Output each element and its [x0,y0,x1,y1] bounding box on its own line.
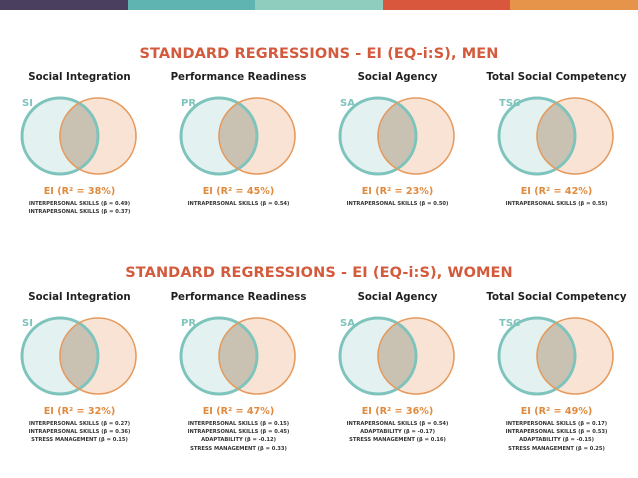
venn-diagram: TSC [497,316,614,396]
outcome-abbreviation: PR [181,98,196,109]
venn-diagram: SI [20,316,137,396]
social-outcome-circle [179,316,259,396]
ei-r-squared-label: EI (R² = 38%) [43,186,116,197]
ei-circle [536,97,614,175]
overlap-region [219,98,257,174]
outcome-abbreviation: SI [22,98,33,109]
predictor-item: INTRAPERSONAL SKILLS (β = 0.55) [505,201,608,207]
outcome-abbreviation: SI [22,318,33,329]
ei-circle [536,317,614,395]
panel-title: Performance Readiness [170,72,307,83]
ei-circle [59,317,137,395]
predictor-item: ADAPTABILITY (β = -0.12) [201,437,276,444]
predictor-item: INTRAPERSONAL SKILLS (β = 0.50) [346,201,449,207]
ei-r-squared-label: EI (R² = 49%) [520,406,593,417]
venn-diagram: SA [338,96,455,176]
topbar-segment-4 [382,0,511,10]
venn-diagram: SA [338,316,455,396]
venn-panel-sa-men: Social Agency SA EI (R² = 23%) INTRAPERSONA… [318,72,477,252]
predictor-list: INTERPERSONAL SKILLS (β = 0.27) INTRAPERS… [0,420,159,445]
topbar-segment-2 [127,0,256,10]
ei-r-squared-label: EI (R² = 32%) [43,406,116,417]
ei-circle [218,317,296,395]
predictor-item: INTRAPERSONAL SKILLS (β = 0.53) [505,429,608,436]
panel-title: Social Integration [28,292,131,303]
overlap-region [60,98,98,174]
panel-title: Social Agency [357,292,438,303]
outcome-abbreviation: PR [181,318,196,329]
predictor-item: INTRAPERSONAL SKILLS (β = 0.54) [346,421,449,427]
venn-panel-si-men: Social Integration SI EI (R² = 38%) INTERPE… [0,72,159,252]
overlap-region [378,318,416,394]
ei-r-squared-label: EI (R² = 36%) [361,406,434,417]
overlap-region [219,318,257,394]
venn-diagram: PR [179,96,296,176]
venn-panel-tsc-men: Total Social Competency TSC EI (R² = 42%) I… [477,72,636,252]
outcome-abbreviation: SA [340,98,355,109]
overlap-region [60,318,98,394]
ei-r-squared-label: EI (R² = 23%) [361,186,434,197]
venn-diagram: PR [179,316,296,396]
ei-r-squared-label: EI (R² = 47%) [202,406,275,417]
ei-circle [218,97,296,175]
predictor-item: ADAPTABILITY (β = -0.15) [519,437,594,444]
predictor-item: INTRAPERSONAL SKILLS (β = 0.54) [187,201,290,207]
social-outcome-circle [497,316,577,396]
predictor-item: STRESS MANAGEMENT (β = 0.25) [508,445,605,452]
outcome-abbreviation: TSC [499,318,520,329]
section-title-men: STANDARD REGRESSIONS - EI (EQ-i:S), MEN [139,46,499,62]
predictor-item: INTERPERSONAL SKILLS (β = 0.27) [28,421,131,427]
venn-panel-si-women: Social Integration SI EI (R² = 32%) INTERPE… [0,292,159,472]
topbar-segment-3 [255,0,383,10]
social-outcome-circle [20,316,100,396]
venn-panel-tsc-women: Total Social Competency TSC EI (R² = 49%) I… [477,292,636,472]
panel-title: Total Social Competency [486,292,627,303]
ei-circle [377,317,455,395]
predictor-item: INTRAPERSONAL SKILLS (β = 0.36) [28,429,131,436]
venn-diagram: TSC [497,96,614,176]
ei-r-squared-label: EI (R² = 42%) [520,186,593,197]
venn-panel-sa-women: Social Agency SA EI (R² = 36%) INTRAPERSONA… [318,292,477,472]
panel-title: Social Integration [28,72,131,83]
topbar-segment-1 [0,0,128,10]
predictor-list: INTRAPERSONAL SKILLS (β = 0.54) ADAPTABIL… [318,420,477,445]
predictor-list: INTERPERSONAL SKILLS (β = 0.15) INTRAPERS… [159,420,318,453]
social-outcome-circle [497,96,577,176]
top-color-bar [0,0,638,10]
topbar-segment-5 [510,0,638,10]
predictor-list: INTERPERSONAL SKILLS (β = 0.49) INTRAPERS… [0,200,159,216]
social-outcome-circle [338,96,418,176]
panel-title: Social Agency [357,72,438,83]
predictor-item: INTRAPERSONAL SKILLS (β = 0.45) [187,429,290,436]
social-outcome-circle [179,96,259,176]
overlap-region [378,98,416,174]
predictor-item: INTERPERSONAL SKILLS (β = 0.17) [505,421,608,427]
predictor-list: INTERPERSONAL SKILLS (β = 0.17) INTRAPERS… [477,420,636,453]
section-title-women: STANDARD REGRESSIONS - EI (EQ-i:S), WOME… [125,265,513,281]
predictor-item: INTERPERSONAL SKILLS (β = 0.15) [187,421,290,427]
outcome-abbreviation: TSC [499,98,520,109]
ei-circle [59,97,137,175]
outcome-abbreviation: SA [340,318,355,329]
predictor-item: STRESS MANAGEMENT (β = 0.16) [349,437,446,444]
predictor-list: INTRAPERSONAL SKILLS (β = 0.55) [477,200,636,208]
predictor-item: INTRAPERSONAL SKILLS (β = 0.37) [28,209,131,216]
venn-panel-pr-women: Performance Readiness PR EI (R² = 47%) INTE… [159,292,318,472]
overlap-region [537,98,575,174]
predictor-list: INTRAPERSONAL SKILLS (β = 0.54) [159,200,318,208]
social-outcome-circle [338,316,418,396]
ei-circle [377,97,455,175]
panel-title: Total Social Competency [486,72,627,83]
predictor-item: STRESS MANAGEMENT (β = 0.33) [190,445,287,452]
predictor-item: STRESS MANAGEMENT (β = 0.15) [31,437,128,444]
social-outcome-circle [20,96,100,176]
venn-diagram: SI [20,96,137,176]
venn-panel-pr-men: Performance Readiness PR EI (R² = 45%) INTR… [159,72,318,252]
overlap-region [537,318,575,394]
ei-r-squared-label: EI (R² = 45%) [202,186,275,197]
predictor-item: INTERPERSONAL SKILLS (β = 0.49) [28,201,131,207]
panel-title: Performance Readiness [170,292,307,303]
predictor-item: ADAPTABILITY (β = -0.17) [360,429,435,436]
predictor-list: INTRAPERSONAL SKILLS (β = 0.50) [318,200,477,208]
